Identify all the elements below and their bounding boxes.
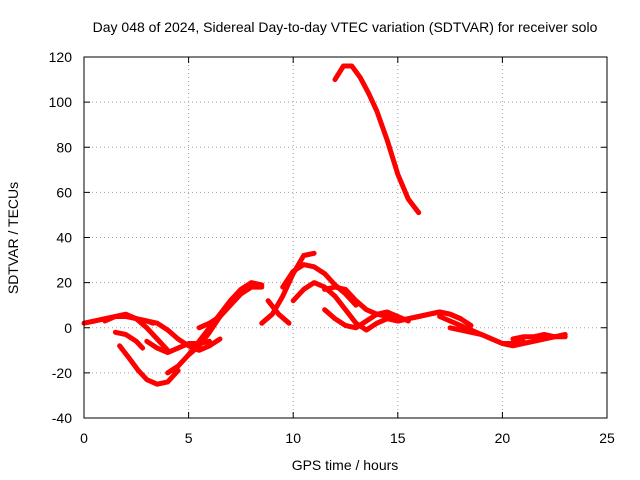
series-arc-12 <box>280 262 359 308</box>
series-arc-4 <box>112 329 146 351</box>
grid <box>84 57 607 418</box>
x-tick-label: 0 <box>80 430 88 446</box>
x-tick-label: 20 <box>495 430 511 446</box>
series-arc-21 <box>510 332 568 342</box>
series-arc-14 <box>322 284 411 324</box>
series-arc-10 <box>259 250 317 326</box>
y-tick-label: 120 <box>49 49 73 65</box>
x-tick-label: 5 <box>185 430 193 446</box>
series-layer <box>81 63 568 387</box>
x-tick-label: 10 <box>285 430 301 446</box>
y-tick-label: 0 <box>64 320 72 336</box>
chart-title: Day 048 of 2024, Sidereal Day-to-day VTE… <box>93 19 598 35</box>
x-tick-label: 25 <box>599 430 615 446</box>
y-tick-label: -40 <box>52 410 72 426</box>
y-tick-label: -20 <box>52 365 72 381</box>
series-arc-15 <box>322 307 401 331</box>
series-arc-16 <box>332 63 422 216</box>
axis-ticks: 0 5 10 15 20 25 -40 -20 0 20 40 60 80 100 120 <box>49 49 615 446</box>
series-arc-20 <box>447 325 568 349</box>
x-tick-label: 15 <box>390 430 406 446</box>
y-tick-label: 80 <box>56 139 72 155</box>
series-arc-13 <box>290 280 380 333</box>
y-tick-label: 60 <box>56 184 72 200</box>
x-axis-label: GPS time / hours <box>292 457 399 473</box>
series-arc-11 <box>265 298 292 326</box>
y-tick-label: 40 <box>56 230 72 246</box>
series-arc-3 <box>117 343 181 387</box>
series-arc-5 <box>133 316 223 353</box>
series-arc-18 <box>395 309 474 328</box>
y-axis-label: SDTVAR / TECUs <box>5 182 21 294</box>
series-arc-8 <box>186 280 265 358</box>
y-tick-label: 20 <box>56 275 72 291</box>
y-tick-label: 100 <box>49 94 73 110</box>
series-arc-9 <box>196 284 265 331</box>
